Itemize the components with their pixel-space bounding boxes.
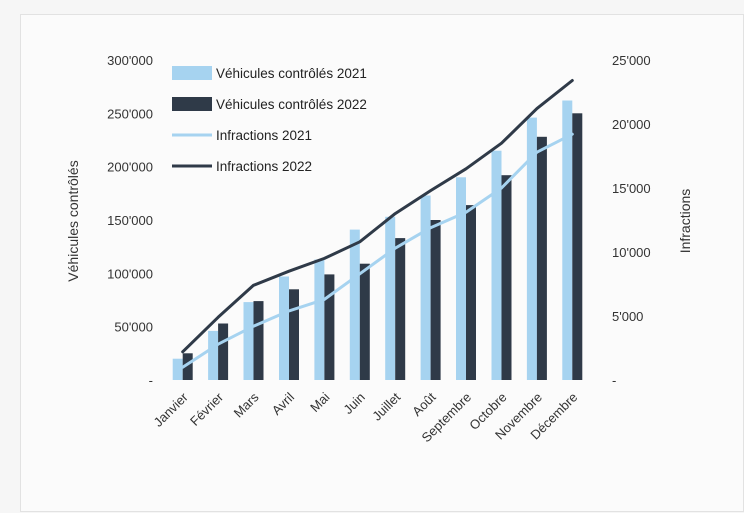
y-tick-label: 200'000 (107, 160, 153, 175)
bar-2-10 (501, 175, 512, 380)
legend-swatch-2 (172, 97, 212, 111)
y2-axis-title: Infractions (677, 189, 693, 254)
lines-group (181, 79, 574, 369)
legend: Véhicules contrôlés 2021 Véhicules contrô… (172, 66, 367, 174)
legend-label-2: Véhicules contrôlés 2022 (216, 97, 367, 112)
bar-2-7 (395, 238, 406, 380)
y2-tick-label: 25'000 (612, 53, 651, 68)
y2-tick-label: 20'000 (612, 117, 651, 132)
bar-2-1 (182, 353, 193, 380)
y-axis-title: Véhicules contrôlés (65, 160, 81, 281)
y-ticks: - 50'000 100'000 150'000 200'000 250'000 300'0… (107, 53, 153, 388)
legend-label-3: Infractions 2021 (216, 128, 312, 143)
bar-1-7 (385, 216, 396, 380)
bar-1-3 (243, 302, 254, 380)
bar-1-10 (491, 150, 502, 380)
x-tick-label: Juin (340, 390, 367, 417)
bar-2-12 (572, 113, 583, 381)
x-tick-label: Juillet (369, 389, 403, 423)
legend-label-1: Véhicules contrôlés 2021 (216, 66, 367, 81)
y-tick-label: 250'000 (107, 106, 153, 121)
bar-2-9 (466, 205, 476, 380)
y-tick-label: 300'000 (107, 53, 153, 68)
chart-card (20, 14, 744, 512)
x-tick-label: Avril (269, 389, 297, 417)
bars-group (172, 100, 583, 381)
bar-1-9 (456, 177, 466, 380)
legend-swatch-1 (172, 66, 212, 80)
bar-1-11 (526, 117, 537, 380)
y2-tick-label: 10'000 (612, 245, 651, 260)
bar-2-8 (430, 220, 441, 380)
bar-2-6 (359, 263, 370, 380)
line-1 (181, 132, 574, 369)
y-tick-label: 150'000 (107, 213, 153, 228)
x-tick-label: Mars (231, 389, 262, 420)
y2-tick-label: - (612, 373, 616, 388)
bar-2-11 (536, 136, 547, 380)
x-tick-label: Août (409, 389, 439, 419)
bar-1-4 (279, 276, 289, 380)
y-tick-label: 50'000 (114, 320, 153, 335)
bar-1-12 (562, 100, 573, 380)
y2-tick-label: 5'000 (612, 309, 643, 324)
legend-label-4: Infractions 2022 (216, 159, 312, 174)
bar-2-5 (324, 274, 335, 380)
bar-2-2 (218, 323, 229, 380)
x-tick-label: Mai (307, 389, 332, 414)
bar-1-2 (208, 330, 219, 380)
y2-ticks: - 5'000 10'000 15'000 20'000 25'000 (612, 53, 651, 388)
bar-1-5 (314, 259, 325, 380)
x-tick-label: Janvier (151, 389, 192, 430)
bar-2-4 (289, 289, 299, 380)
y-tick-label: - (149, 373, 153, 388)
bar-1-6 (349, 229, 360, 380)
bar-1-1 (172, 358, 183, 380)
bar-2-3 (253, 301, 264, 380)
line-2 (181, 79, 574, 354)
y-tick-label: 100'000 (107, 266, 153, 281)
bar-1-8 (420, 195, 431, 380)
y2-tick-label: 15'000 (612, 181, 651, 196)
x-tick-label: Février (187, 389, 227, 429)
